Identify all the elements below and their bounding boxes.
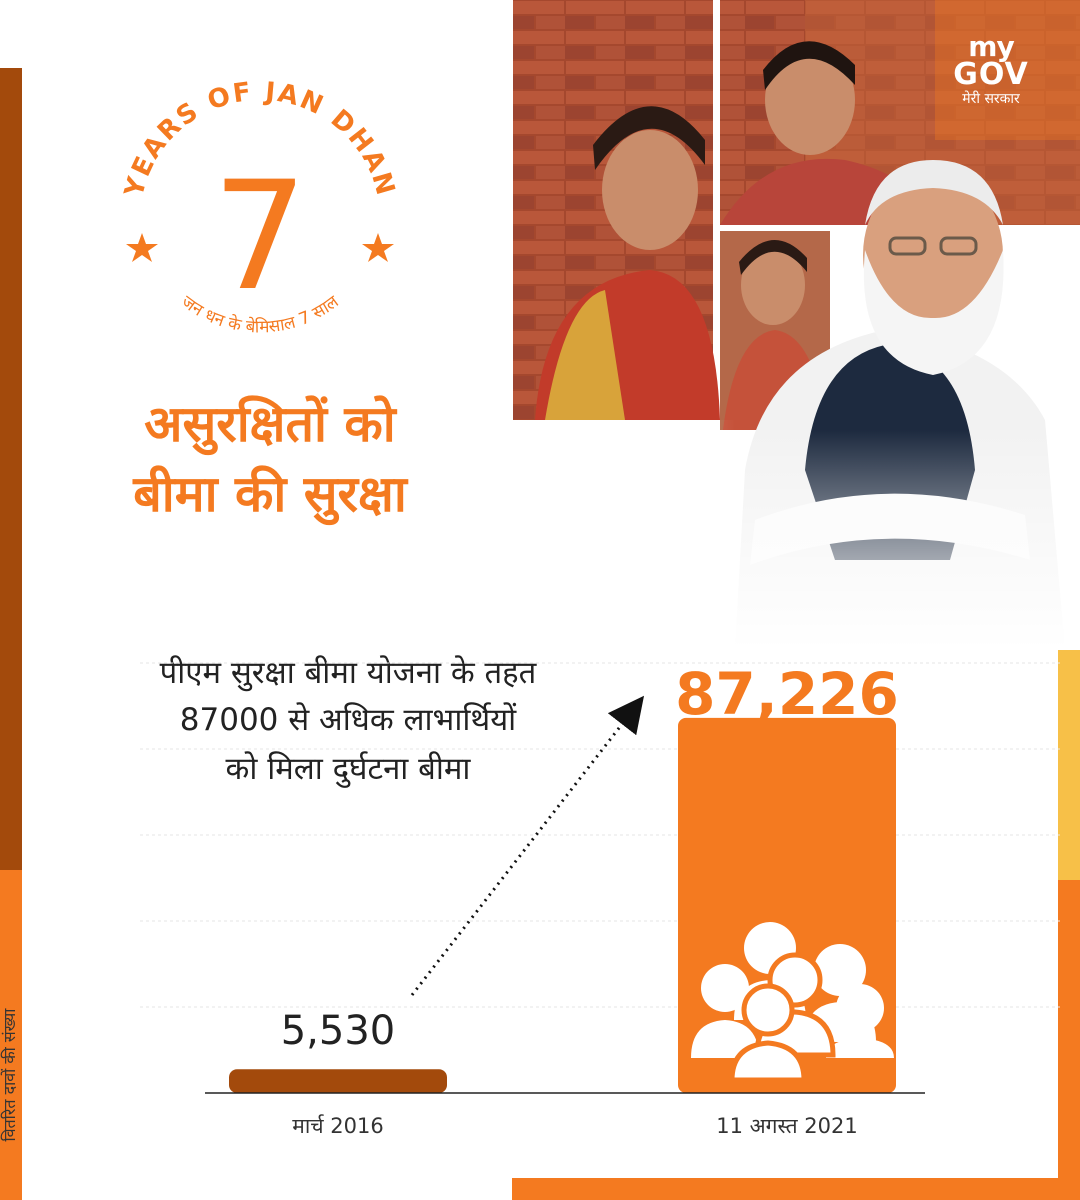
- headline-line-2: बीमा की सुरक्षा: [133, 465, 407, 523]
- people-group-icon: [691, 922, 894, 1083]
- star-icon: [126, 233, 158, 262]
- y-axis-label: वितरित दावों की संख्या: [0, 1008, 19, 1142]
- data-label: 5,530: [280, 1008, 396, 1054]
- badge-number: 7: [212, 150, 307, 324]
- bar: [229, 1069, 447, 1093]
- logo-brand-top: my: [968, 30, 1014, 63]
- description-line-2: 87000 से अधिक लाभार्थियों: [179, 702, 517, 738]
- logo-brand-bottom: GOV: [953, 57, 1029, 92]
- x-tick-label: 11 अगस्त 2021: [716, 1114, 858, 1138]
- headline-line-1: असुरक्षितों को: [144, 395, 396, 453]
- logo-tagline: मेरी सरकार: [962, 91, 1020, 107]
- description-line-1: पीएम सुरक्षा बीमा योजना के तहत: [159, 655, 537, 691]
- jan-dhan-badge: YEARS OF JAN DHAN 7 जन धन के बेमिसाल 7 स…: [119, 77, 399, 338]
- right-accent-strip-orange: [1058, 880, 1080, 1200]
- data-label: 87,226: [675, 660, 899, 728]
- woman-figure: [602, 130, 698, 250]
- description-line-3: को मिला दुर्घटना बीमा: [225, 751, 471, 787]
- trend-arrow: [410, 695, 645, 996]
- left-accent-strip-orange: [0, 870, 22, 1200]
- star-icon: [362, 233, 394, 262]
- x-tick-label: मार्च 2016: [292, 1114, 384, 1138]
- mygov-logo[interactable]: my GOV मेरी सरकार: [936, 30, 1046, 108]
- left-accent-strip-brown: [0, 68, 22, 870]
- bottom-accent-strip: [512, 1178, 1080, 1200]
- man-figure: [765, 45, 855, 155]
- child-figure: [741, 245, 805, 325]
- photo-collage: [505, 0, 1080, 650]
- right-accent-strip-yellow: [1058, 650, 1080, 880]
